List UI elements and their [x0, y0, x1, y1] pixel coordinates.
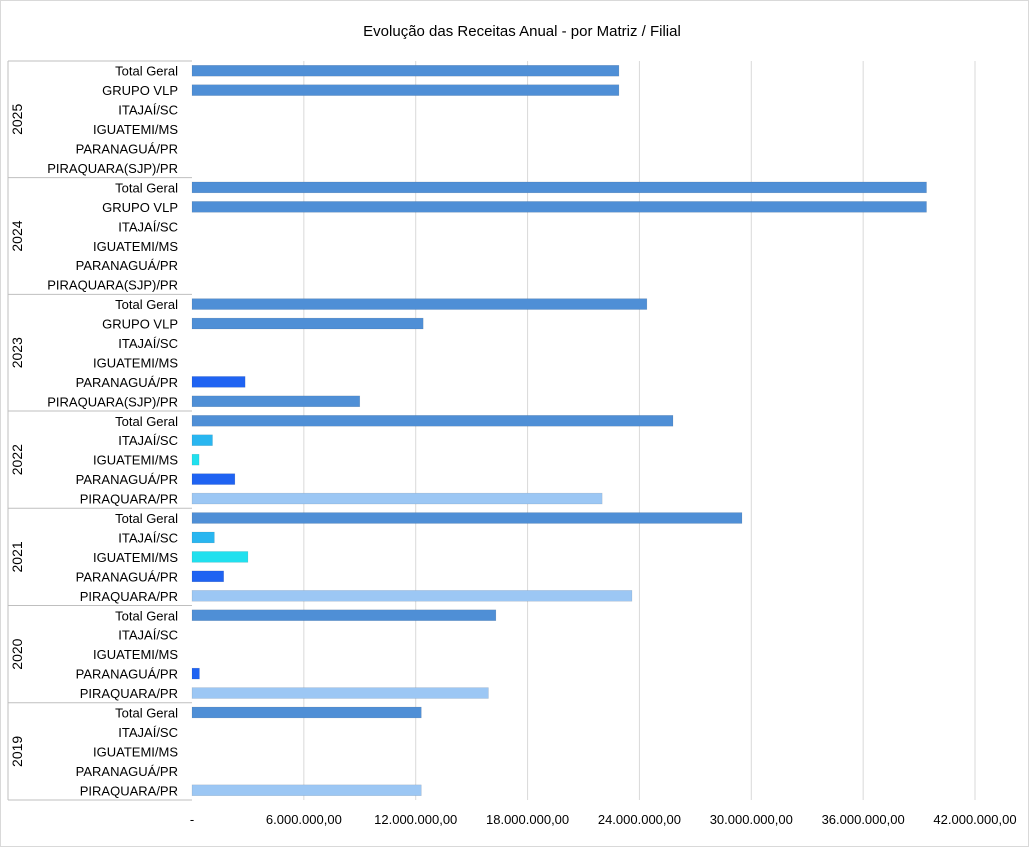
bar: [191, 609, 497, 621]
bar-layer: [191, 65, 927, 796]
x-tick-label: 36.000.000,00: [822, 812, 905, 827]
x-tick-label: -: [190, 812, 194, 827]
x-tick-label: 6.000.000,00: [266, 812, 342, 827]
bar: [191, 434, 213, 446]
category-label: Total Geral: [115, 414, 178, 429]
year-label: 2020: [9, 638, 25, 669]
category-label: GRUPO VLP: [102, 83, 178, 98]
category-label: PARANAGUÁ/PR: [76, 258, 178, 273]
bar: [191, 298, 648, 310]
category-label: PARANAGUÁ/PR: [76, 142, 178, 157]
x-tick-label: 30.000.000,00: [710, 812, 793, 827]
category-label: GRUPO VLP: [102, 200, 178, 215]
category-label: ITAJAÍ/SC: [118, 336, 178, 351]
category-label: PARANAGUÁ/PR: [76, 667, 178, 682]
category-label: PIRAQUARA/PR: [80, 686, 178, 701]
category-label: PIRAQUARA/PR: [80, 589, 178, 604]
category-label: Total Geral: [115, 511, 178, 526]
category-label: IGUATEMI/MS: [93, 122, 178, 137]
bar: [191, 453, 200, 466]
chart-title: Evolução das Receitas Anual - por Matriz…: [363, 23, 681, 40]
category-label: ITAJAÍ/SC: [118, 433, 178, 448]
x-tick-label: 42.000.000,00: [933, 812, 1016, 827]
bar: [191, 317, 424, 330]
category-label: PARANAGUÁ/PR: [76, 375, 178, 390]
bar: [191, 492, 603, 505]
bar: [191, 181, 927, 194]
category-label-layer: Total Geral GRUPO VLP ITAJAÍ/SC IGUATEMI/MS…: [9, 64, 178, 799]
x-tick-label: 24.000.000,00: [598, 812, 681, 827]
bar: [191, 415, 674, 427]
bar: [191, 395, 361, 408]
x-axis: - 6.000.000,00 12.000.000,00 18.000.000,00 2…: [190, 812, 1017, 827]
category-label: Total Geral: [115, 705, 178, 720]
year-label: 2019: [9, 736, 25, 767]
x-tick-label: 18.000.000,00: [486, 812, 569, 827]
category-label: GRUPO VLP: [102, 317, 178, 332]
category-label: PARANAGUÁ/PR: [76, 472, 178, 487]
category-label: ITAJAÍ/SC: [118, 725, 178, 740]
bar: [191, 201, 927, 213]
category-label: IGUATEMI/MS: [93, 744, 178, 759]
category-label: IGUATEMI/MS: [93, 239, 178, 254]
category-label: ITAJAÍ/SC: [118, 103, 178, 118]
bar: [191, 784, 422, 796]
bar: [191, 376, 246, 388]
category-label: PIRAQUARA/PR: [80, 783, 178, 798]
category-label: ITAJAÍ/SC: [118, 530, 178, 545]
category-label: PIRAQUARA(SJP)/PR: [47, 161, 178, 176]
category-label: Total Geral: [115, 64, 178, 79]
category-label: PIRAQUARA(SJP)/PR: [47, 278, 178, 293]
category-label: PIRAQUARA/PR: [80, 492, 178, 507]
year-label: 2023: [9, 337, 25, 368]
category-label: PARANAGUÁ/PR: [76, 569, 178, 584]
bar: [191, 687, 489, 699]
category-label: IGUATEMI/MS: [93, 647, 178, 662]
category-label: Total Geral: [115, 297, 178, 312]
year-label: 2021: [9, 541, 25, 572]
bar: [191, 570, 224, 583]
bar: [191, 551, 249, 563]
year-label: 2024: [9, 220, 25, 251]
x-tick-label: 12.000.000,00: [374, 812, 457, 827]
year-label: 2022: [9, 444, 25, 475]
bar: [191, 84, 620, 96]
category-label: ITAJAÍ/SC: [118, 219, 178, 234]
category-label: PARANAGUÁ/PR: [76, 764, 178, 779]
bar: [191, 706, 422, 719]
bar: [191, 667, 200, 680]
category-label: PIRAQUARA(SJP)/PR: [47, 394, 178, 409]
bar: [191, 590, 633, 602]
bar: [191, 531, 215, 544]
bar: [191, 512, 743, 524]
bar: [191, 65, 620, 77]
category-label: ITAJAÍ/SC: [118, 628, 178, 643]
category-label: IGUATEMI/MS: [93, 550, 178, 565]
category-label: IGUATEMI/MS: [93, 453, 178, 468]
category-label: IGUATEMI/MS: [93, 355, 178, 370]
year-label: 2025: [9, 104, 25, 135]
category-label: Total Geral: [115, 608, 178, 623]
bar: [191, 473, 236, 485]
category-label: Total Geral: [115, 180, 178, 195]
